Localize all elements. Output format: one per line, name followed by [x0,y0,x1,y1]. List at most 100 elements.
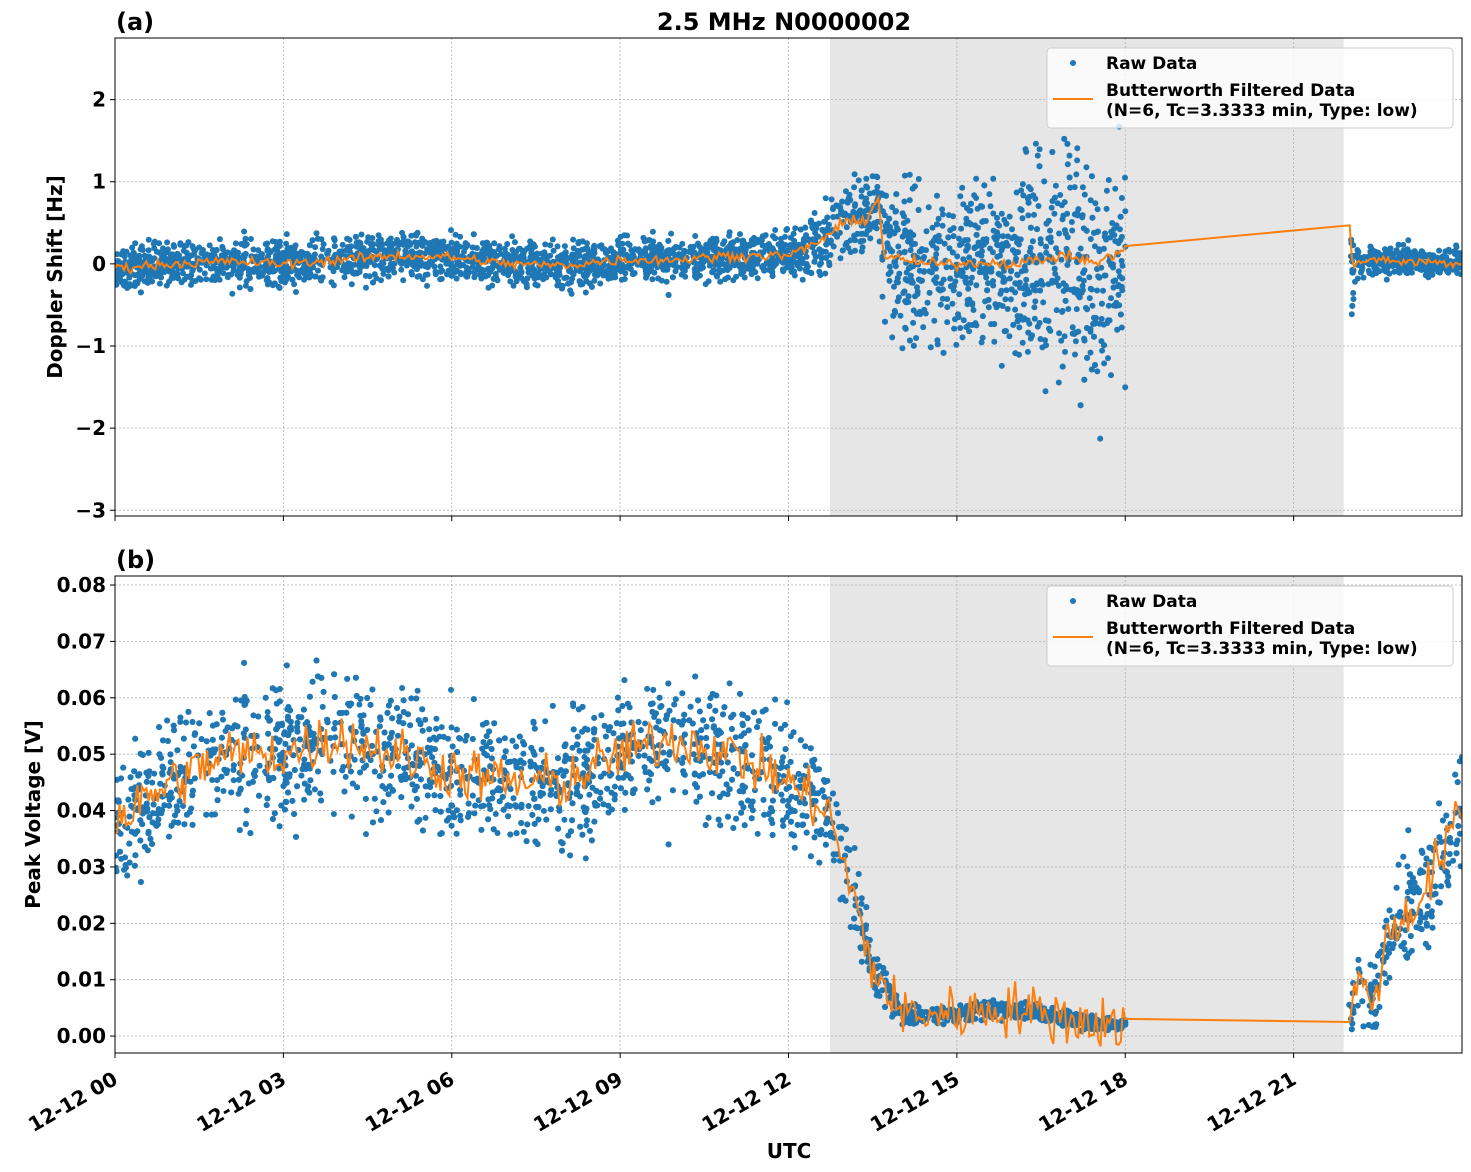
raw-data-point [990,210,997,217]
raw-data-point [894,225,900,231]
raw-data-point [327,264,334,271]
raw-data-point [129,244,136,251]
raw-data-point [262,265,269,272]
raw-data-point [615,241,622,248]
raw-data-point [1073,306,1080,313]
raw-data-point [999,241,1006,248]
raw-data-point [954,253,961,260]
raw-data-point [947,227,954,234]
raw-data-point [990,278,997,284]
raw-data-point [398,266,405,273]
raw-data-point [889,334,896,341]
raw-data-point [944,319,951,326]
raw-data-point [1438,262,1445,269]
raw-data-point [518,268,525,275]
raw-data-point [1062,283,1069,289]
raw-data-point [121,282,128,289]
raw-data-point [728,244,735,251]
raw-data-point [196,244,203,251]
raw-data-point [957,325,964,331]
raw-data-point [1036,163,1043,170]
raw-data-point [209,265,216,272]
raw-data-point [413,232,420,239]
raw-data-point [985,280,991,287]
raw-data-point [1373,270,1380,276]
raw-data-point [1375,249,1381,256]
raw-data-point [1065,306,1072,312]
raw-data-point [336,248,343,255]
raw-data-point [663,278,670,285]
raw-data-point [822,248,829,255]
raw-data-point [1043,220,1050,227]
raw-data-point [926,289,933,296]
raw-data-point [1076,294,1083,301]
raw-data-point [1036,320,1043,326]
y-tick-label: 0 [92,252,106,276]
raw-data-point [1118,195,1125,201]
raw-data-point [314,235,321,242]
raw-data-point [236,284,243,291]
raw-data-point [432,268,439,275]
raw-data-point [978,252,985,259]
raw-data-point [525,265,532,271]
raw-data-point [830,206,836,212]
raw-data-point [1067,184,1074,191]
raw-data-point [782,233,788,240]
raw-data-point [772,235,779,242]
raw-data-point [679,264,686,271]
raw-data-point [901,230,908,237]
raw-data-point [505,272,512,279]
raw-data-point [1011,248,1018,255]
raw-data-point [628,247,635,254]
raw-data-point [488,248,495,255]
raw-data-point [1025,184,1032,191]
raw-data-point [1092,362,1098,368]
raw-data-point [970,307,977,313]
raw-data-point [903,269,910,276]
raw-data-point [362,272,369,279]
raw-data-point [1348,311,1355,318]
raw-data-point [828,196,835,203]
raw-data-point [935,215,942,222]
raw-data-point [1122,174,1128,181]
raw-data-point [509,233,516,240]
raw-data-point [502,250,509,257]
raw-data-point [324,251,331,258]
raw-data-point [813,224,819,231]
raw-data-point [907,272,914,279]
raw-data-point [1083,325,1090,331]
raw-data-point [985,304,992,311]
raw-data-point [363,284,369,291]
raw-data-point [1445,267,1452,274]
raw-data-point [987,265,994,272]
raw-data-point [511,253,518,260]
raw-data-point [951,325,958,332]
raw-data-point [127,252,134,259]
raw-data-point [1056,230,1063,237]
raw-data-point [979,248,985,255]
raw-data-point [990,175,997,182]
raw-data-point [343,261,350,268]
raw-data-point [1359,265,1366,271]
raw-data-point [668,230,675,237]
raw-data-point [489,263,496,270]
raw-data-point [652,246,659,253]
raw-data-point [726,229,733,236]
raw-data-point [371,262,378,269]
raw-data-point [1118,257,1125,264]
raw-data-point [1018,187,1025,194]
raw-data-point [1003,287,1010,294]
raw-data-point [909,241,915,248]
raw-data-point [916,267,923,274]
raw-data-point [1079,287,1086,294]
raw-data-point [963,247,969,254]
raw-data-point [1043,342,1049,349]
raw-data-point [1081,191,1088,198]
raw-data-point [1091,229,1097,236]
y-tick-label: 1 [92,170,106,194]
raw-data-point [1424,903,1431,910]
raw-data-point [858,187,865,194]
raw-data-point [886,232,893,239]
raw-data-point [206,242,213,249]
raw-data-point [782,242,789,248]
